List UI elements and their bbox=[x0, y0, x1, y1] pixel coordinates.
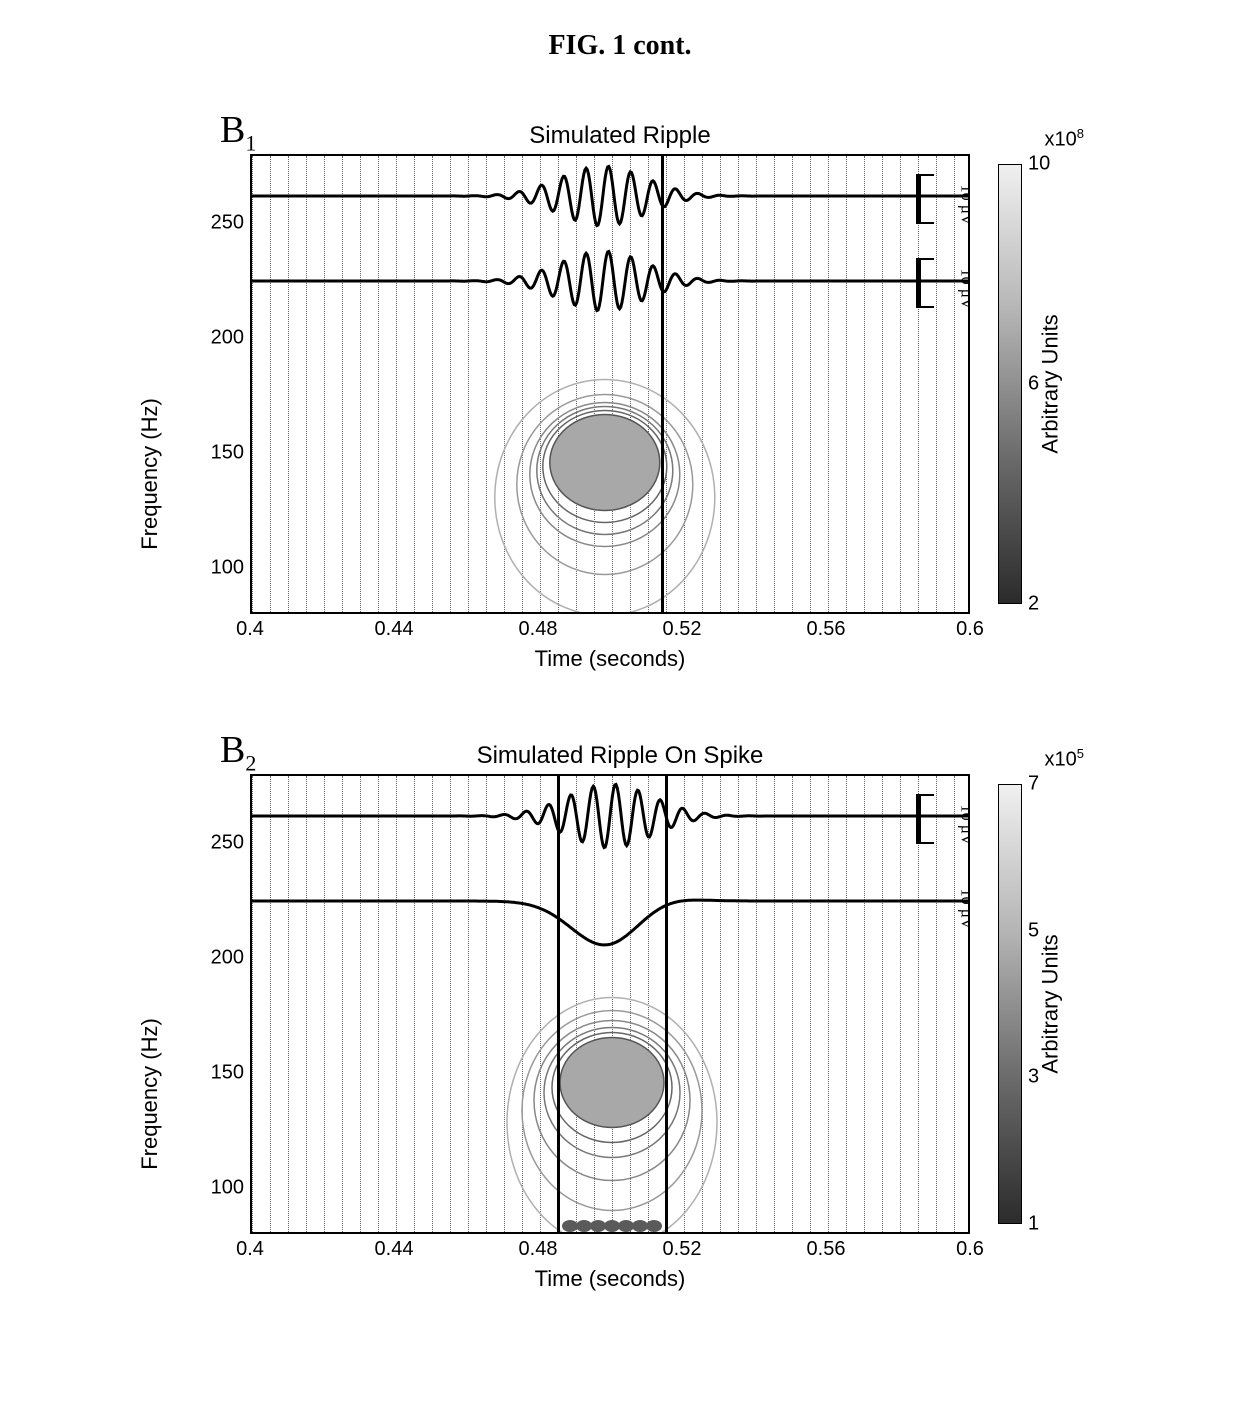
scale-bar-label: 10 µV bbox=[957, 185, 970, 226]
x-tick: 0.48 bbox=[519, 618, 558, 641]
y-tick: 150 bbox=[211, 442, 244, 465]
colorbar-tick: 2 bbox=[1028, 593, 1039, 616]
contour-blob bbox=[576, 1220, 592, 1232]
scale-bar bbox=[916, 174, 934, 224]
colorbar-gradient bbox=[998, 784, 1022, 1224]
colorbar-label: Arbitrary Units bbox=[1037, 934, 1063, 1073]
colorbar-label: Arbitrary Units bbox=[1037, 314, 1063, 453]
scale-bar-label: 10 µV bbox=[957, 805, 970, 846]
event-marker bbox=[665, 776, 668, 1232]
figure-title: FIG. 1 cont. bbox=[30, 30, 1210, 62]
colorbar-exponent: x105 bbox=[1045, 746, 1084, 772]
colorbar-tick: 7 bbox=[1028, 773, 1039, 796]
y-axis-label: Frequency (Hz) bbox=[137, 394, 163, 554]
colorbar: x1082610Arbitrary Units bbox=[990, 154, 1110, 614]
trace-svg bbox=[252, 156, 968, 356]
contour-plot bbox=[252, 952, 970, 1232]
x-tick: 0.4 bbox=[236, 618, 264, 641]
y-axis: Frequency (Hz) 100 150 200 250 bbox=[130, 774, 250, 1234]
contour-blob bbox=[562, 1220, 578, 1232]
x-tick: 0.56 bbox=[807, 618, 846, 641]
scale-bar bbox=[916, 258, 934, 308]
contour-blob bbox=[646, 1220, 662, 1232]
contour-blob bbox=[590, 1220, 606, 1232]
x-axis-label: Time (seconds) bbox=[250, 646, 970, 672]
x-axis: 0.40.440.480.520.560.6Time (seconds) bbox=[250, 614, 970, 682]
contour-level bbox=[560, 1038, 664, 1128]
y-tick: 250 bbox=[211, 212, 244, 235]
x-tick: 0.52 bbox=[663, 1238, 702, 1261]
colorbar-exponent: x108 bbox=[1045, 126, 1084, 152]
x-tick: 0.44 bbox=[375, 1238, 414, 1261]
panels-container: B1Simulated Ripple10 µV10 µVFrequency (H… bbox=[30, 102, 1210, 1302]
plot-area: 10 µV 10 µV bbox=[250, 774, 970, 1234]
trace-line bbox=[252, 167, 968, 226]
x-tick: 0.44 bbox=[375, 618, 414, 641]
contour-blob bbox=[632, 1220, 648, 1232]
contour-blob bbox=[618, 1220, 634, 1232]
scale-bar-label: 10 µV bbox=[957, 889, 970, 930]
event-marker bbox=[661, 156, 664, 612]
colorbar-tick: 10 bbox=[1028, 153, 1050, 176]
contour-level bbox=[550, 415, 660, 511]
y-tick: 200 bbox=[211, 327, 244, 350]
x-tick: 0.6 bbox=[956, 618, 984, 641]
x-axis-label: Time (seconds) bbox=[250, 1266, 970, 1292]
x-tick: 0.56 bbox=[807, 1238, 846, 1261]
x-tick: 0.48 bbox=[519, 1238, 558, 1261]
trace-line bbox=[252, 785, 968, 848]
y-tick: 250 bbox=[211, 832, 244, 855]
y-axis: Frequency (Hz) 100 150 200 250 bbox=[130, 154, 250, 614]
colorbar: x1051357Arbitrary Units bbox=[990, 774, 1110, 1234]
panel-title: Simulated Ripple On Spike bbox=[200, 742, 1040, 770]
contour-blob bbox=[604, 1220, 620, 1232]
y-axis-label: Frequency (Hz) bbox=[137, 1014, 163, 1174]
colorbar-gradient bbox=[998, 164, 1022, 604]
plot-area: 10 µV 10 µV bbox=[250, 154, 970, 614]
panel-B1: B1Simulated Ripple10 µV10 µVFrequency (H… bbox=[130, 102, 1110, 682]
contour-plot bbox=[252, 332, 970, 612]
trace-line bbox=[252, 252, 968, 311]
x-tick: 0.52 bbox=[663, 618, 702, 641]
colorbar-tick: 1 bbox=[1028, 1213, 1039, 1236]
event-marker bbox=[557, 776, 560, 1232]
panel-title: Simulated Ripple bbox=[200, 122, 1040, 150]
scale-bar bbox=[916, 794, 934, 844]
y-tick: 100 bbox=[211, 557, 244, 580]
y-tick: 200 bbox=[211, 947, 244, 970]
x-tick: 0.6 bbox=[956, 1238, 984, 1261]
y-tick: 100 bbox=[211, 1177, 244, 1200]
trace-svg bbox=[252, 776, 968, 976]
x-axis: 0.40.440.480.520.560.6Time (seconds) bbox=[250, 1234, 970, 1302]
scale-bar-label: 10 µV bbox=[957, 269, 970, 310]
trace-line bbox=[252, 900, 968, 945]
x-tick: 0.4 bbox=[236, 1238, 264, 1261]
panel-B2: B2Simulated Ripple On Spike10 µV10 µVFre… bbox=[130, 722, 1110, 1302]
y-tick: 150 bbox=[211, 1062, 244, 1085]
